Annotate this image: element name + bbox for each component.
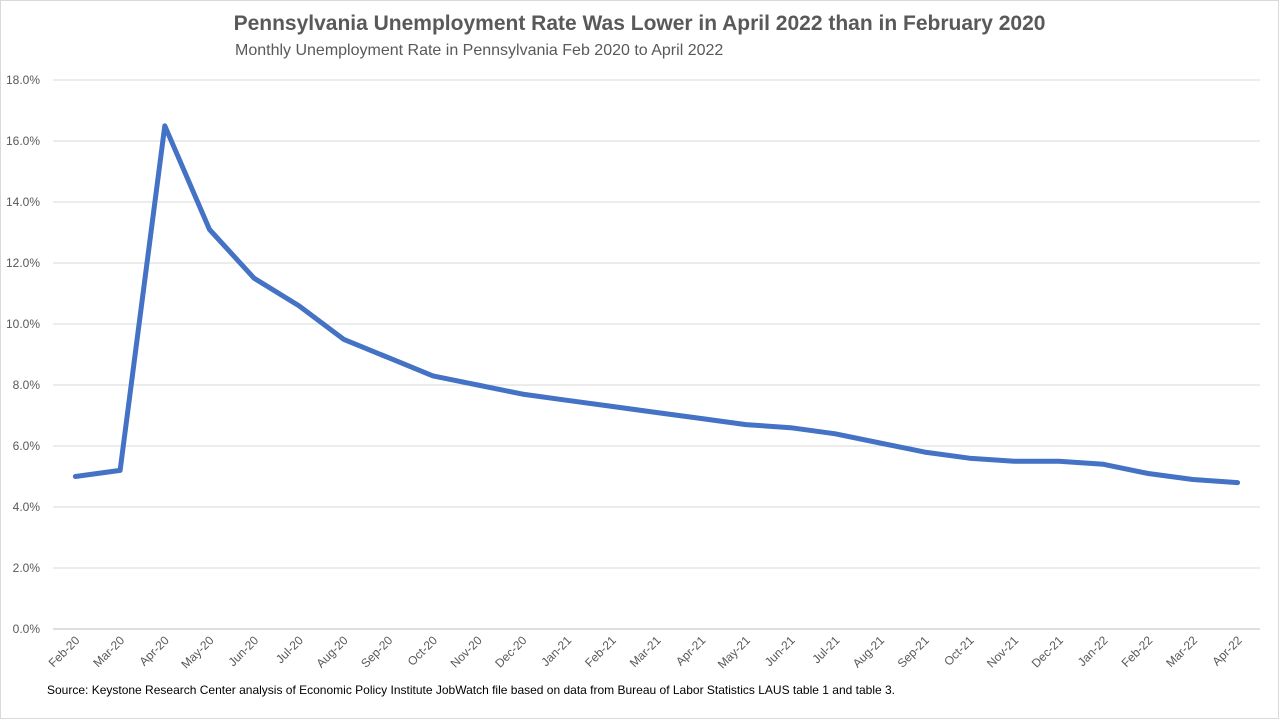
y-tick-label: 14.0% — [6, 195, 40, 209]
x-tick-label: Jul-20 — [273, 633, 306, 666]
x-tick-label: Mar-22 — [1163, 633, 1200, 670]
x-tick-label: Jan-21 — [538, 633, 574, 669]
x-tick-label: Apr-20 — [137, 633, 173, 669]
x-tick-label: Dec-20 — [492, 633, 529, 670]
x-tick-label: Aug-20 — [313, 633, 350, 670]
chart-title: Pennsylvania Unemployment Rate Was Lower… — [233, 12, 1046, 35]
y-tick-label: 18.0% — [6, 73, 40, 87]
y-tick-label: 2.0% — [13, 561, 41, 575]
x-tick-label: Feb-21 — [582, 633, 619, 670]
x-tick-label: Nov-20 — [448, 633, 485, 670]
x-tick-label: Jun-21 — [762, 633, 798, 669]
x-tick-label: Oct-21 — [941, 633, 977, 669]
y-tick-label: 0.0% — [13, 622, 41, 636]
y-tick-label: 8.0% — [13, 378, 41, 392]
x-tick-label: Nov-21 — [984, 633, 1021, 670]
x-tick-label: Oct-20 — [405, 633, 441, 669]
x-tick-label: Mar-21 — [627, 633, 664, 670]
y-tick-label: 4.0% — [13, 500, 41, 514]
y-tick-label: 10.0% — [6, 317, 40, 331]
x-tick-label: Aug-21 — [850, 633, 887, 670]
x-tick-label: Jan-22 — [1075, 633, 1111, 669]
x-tick-label: Sep-21 — [895, 633, 932, 670]
series-line — [72, 123, 1241, 486]
x-tick-label: Apr-21 — [673, 633, 709, 669]
x-tick-label: Jul-21 — [809, 633, 842, 666]
x-tick-label: May-20 — [178, 633, 216, 671]
y-tick-label: 12.0% — [6, 256, 40, 270]
chart-subtitle: Monthly Unemployment Rate in Pennsylvani… — [235, 42, 724, 59]
x-tick-label: Sep-20 — [358, 633, 395, 670]
x-tick-label: Jun-20 — [225, 633, 261, 669]
x-tick-label: Feb-22 — [1119, 633, 1156, 670]
x-tick-label: Mar-20 — [90, 633, 127, 670]
y-tick-label: 6.0% — [13, 439, 41, 453]
x-tick-label: Feb-20 — [46, 633, 83, 670]
x-tick-label: May-21 — [715, 633, 753, 671]
x-tick-label: Dec-21 — [1029, 633, 1066, 670]
x-tick-label: Apr-22 — [1209, 633, 1245, 669]
y-tick-label: 16.0% — [6, 134, 40, 148]
chart-source: Source: Keystone Research Center analysi… — [47, 683, 896, 697]
